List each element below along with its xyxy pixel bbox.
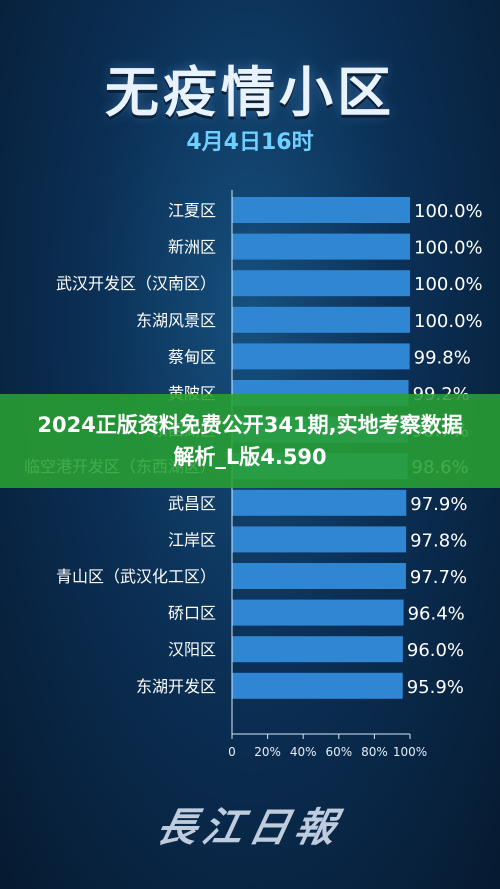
value-label: 99.8% <box>414 347 471 368</box>
category-label: 江岸区 <box>168 530 216 549</box>
bar <box>232 306 410 333</box>
chart-subtitle: 4月4日16时 <box>186 130 314 155</box>
bar <box>232 526 407 553</box>
x-tick-label: 0 <box>228 745 236 759</box>
bar <box>232 489 407 516</box>
bar <box>232 563 406 589</box>
category-label: 新洲区 <box>168 238 216 257</box>
category-label: 青山区（武汉化工区） <box>56 567 216 586</box>
value-label: 97.8% <box>410 530 467 551</box>
x-tick-label: 80% <box>361 745 388 759</box>
x-tick-label: 20% <box>254 745 281 759</box>
bar <box>232 636 403 663</box>
bar <box>232 270 410 297</box>
x-tick-label: 60% <box>325 745 352 759</box>
value-label: 96.4% <box>408 604 465 625</box>
value-label: 100.0% <box>414 201 483 222</box>
value-label: 95.9% <box>407 677 464 698</box>
bar <box>232 672 403 699</box>
newspaper-logo: 長江日報 <box>152 804 347 851</box>
bar <box>232 197 410 223</box>
category-label: 武昌区 <box>168 494 216 513</box>
category-label: 汉阳区 <box>168 640 216 659</box>
category-label: 蔡甸区 <box>168 347 216 366</box>
value-label: 100.0% <box>414 311 483 332</box>
bar <box>232 599 404 626</box>
chart-title: 无疫情小区 <box>105 61 395 124</box>
value-label: 97.9% <box>410 494 467 515</box>
x-tick-label: 100% <box>393 745 427 759</box>
value-label: 96.0% <box>407 640 464 661</box>
banner-text: 2024正版资料免费公开341期,实地考察数据解析_L版4.590 <box>37 413 463 469</box>
x-tick-label: 40% <box>290 745 317 759</box>
category-label: 硚口区 <box>168 604 216 623</box>
category-label: 东湖开发区 <box>136 677 216 696</box>
category-label: 东湖风景区 <box>136 311 216 330</box>
bar <box>232 343 410 370</box>
value-label: 100.0% <box>414 274 483 295</box>
promo-banner[interactable]: 2024正版资料免费公开341期,实地考察数据解析_L版4.590 <box>0 394 500 488</box>
bar <box>232 233 410 260</box>
value-label: 100.0% <box>414 238 483 259</box>
category-label: 江夏区 <box>168 201 216 220</box>
value-label: 97.7% <box>410 567 467 588</box>
category-label: 武汉开发区（汉南区） <box>56 274 216 293</box>
